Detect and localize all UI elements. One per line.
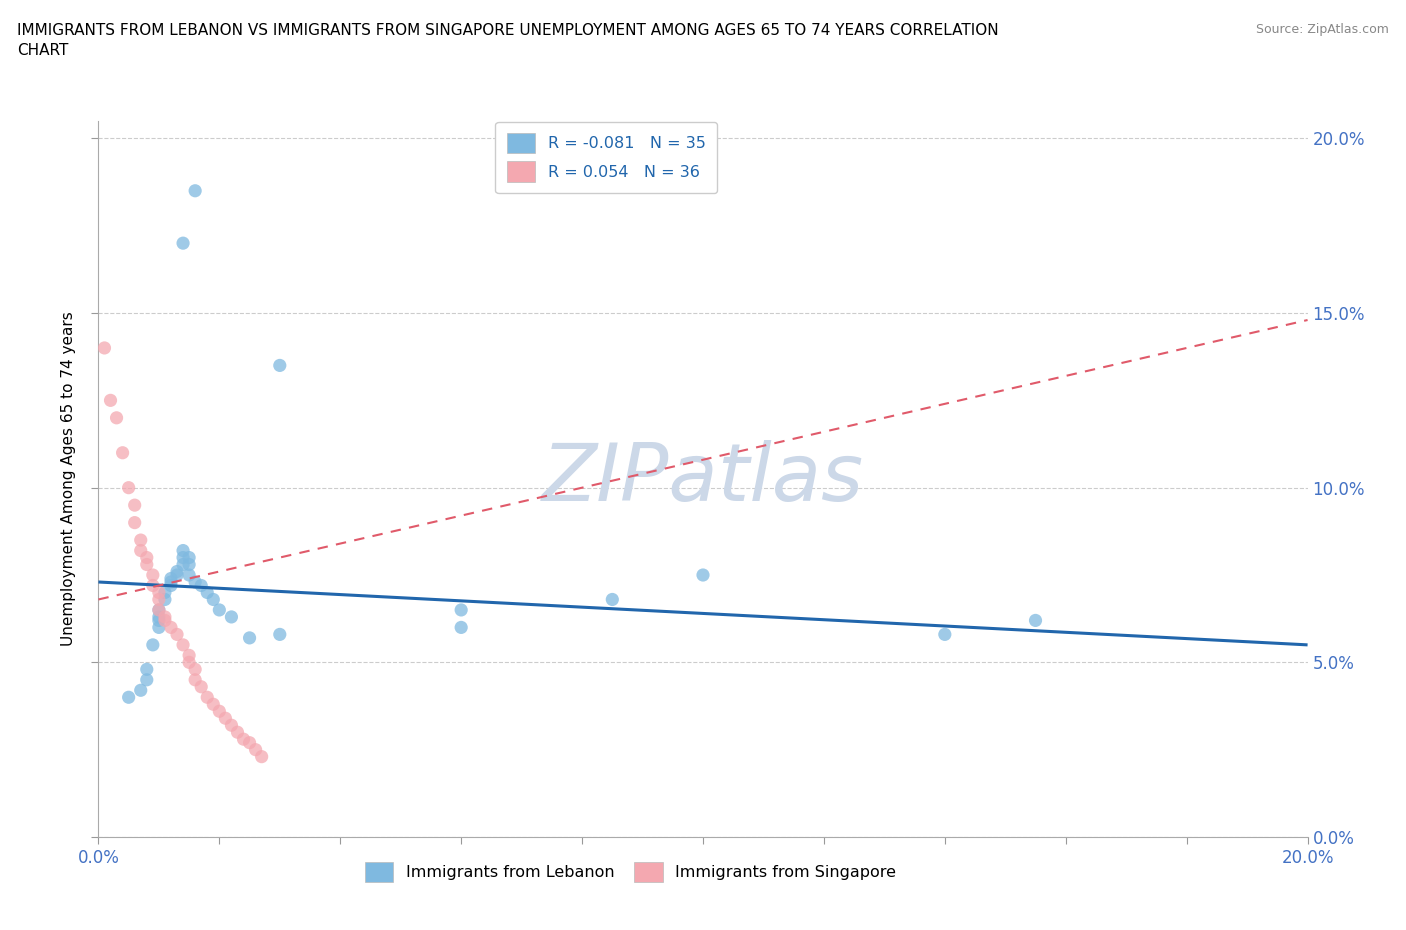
Point: [148, 603, 170, 618]
Point: [135, 557, 157, 572]
Point: [202, 592, 225, 607]
Point: [602, 592, 624, 607]
Point: [148, 620, 170, 635]
Point: [160, 575, 183, 590]
Point: [250, 750, 273, 764]
Point: [135, 662, 157, 677]
Point: [208, 603, 231, 618]
Point: [148, 613, 170, 628]
Point: [190, 679, 212, 694]
Point: [232, 732, 254, 747]
Point: [934, 627, 956, 642]
Point: [172, 543, 194, 558]
Y-axis label: Unemployment Among Ages 65 to 74 years: Unemployment Among Ages 65 to 74 years: [60, 312, 76, 646]
Point: [160, 578, 183, 593]
Point: [100, 392, 122, 407]
Point: [166, 565, 188, 579]
Point: [129, 543, 152, 558]
Point: [450, 620, 472, 635]
Point: [179, 655, 201, 670]
Point: [179, 551, 201, 565]
Point: [148, 585, 170, 600]
Text: IMMIGRANTS FROM LEBANON VS IMMIGRANTS FROM SINGAPORE UNEMPLOYMENT AMONG AGES 65 : IMMIGRANTS FROM LEBANON VS IMMIGRANTS FR…: [17, 23, 998, 58]
Point: [184, 662, 207, 677]
Point: [226, 724, 249, 739]
Point: [135, 551, 157, 565]
Point: [160, 571, 183, 586]
Point: [153, 585, 176, 600]
Point: [148, 609, 170, 624]
Legend: Immigrants from Lebanon, Immigrants from Singapore: Immigrants from Lebanon, Immigrants from…: [353, 851, 907, 894]
Point: [142, 637, 165, 652]
Text: Source: ZipAtlas.com: Source: ZipAtlas.com: [1256, 23, 1389, 36]
Point: [450, 603, 472, 618]
Point: [105, 410, 128, 425]
Point: [692, 567, 714, 582]
Point: [153, 609, 176, 624]
Point: [153, 592, 176, 607]
Point: [184, 672, 207, 687]
Point: [135, 672, 157, 687]
Point: [221, 718, 243, 733]
Point: [142, 567, 165, 582]
Point: [190, 578, 212, 593]
Point: [184, 575, 207, 590]
Point: [221, 609, 243, 624]
Point: [195, 585, 218, 600]
Point: [239, 631, 262, 645]
Point: [172, 557, 194, 572]
Point: [245, 742, 267, 757]
Point: [153, 613, 176, 628]
Point: [166, 627, 188, 642]
Point: [129, 683, 152, 698]
Point: [179, 567, 201, 582]
Point: [118, 690, 141, 705]
Point: [179, 648, 201, 663]
Point: [208, 704, 231, 719]
Point: [148, 603, 170, 618]
Point: [111, 445, 134, 460]
Point: [269, 627, 291, 642]
Point: [202, 697, 225, 711]
Point: [1024, 613, 1046, 628]
Point: [148, 592, 170, 607]
Point: [124, 498, 146, 512]
Point: [172, 637, 194, 652]
Point: [184, 183, 207, 198]
Point: [179, 557, 201, 572]
Point: [214, 711, 236, 725]
Point: [172, 551, 194, 565]
Point: [129, 533, 152, 548]
Point: [195, 690, 218, 705]
Point: [172, 235, 194, 250]
Point: [124, 515, 146, 530]
Text: ZIPatlas: ZIPatlas: [541, 440, 865, 518]
Point: [269, 358, 291, 373]
Point: [239, 736, 262, 751]
Point: [142, 578, 165, 593]
Point: [93, 340, 115, 355]
Point: [160, 620, 183, 635]
Point: [166, 567, 188, 582]
Point: [118, 480, 141, 495]
